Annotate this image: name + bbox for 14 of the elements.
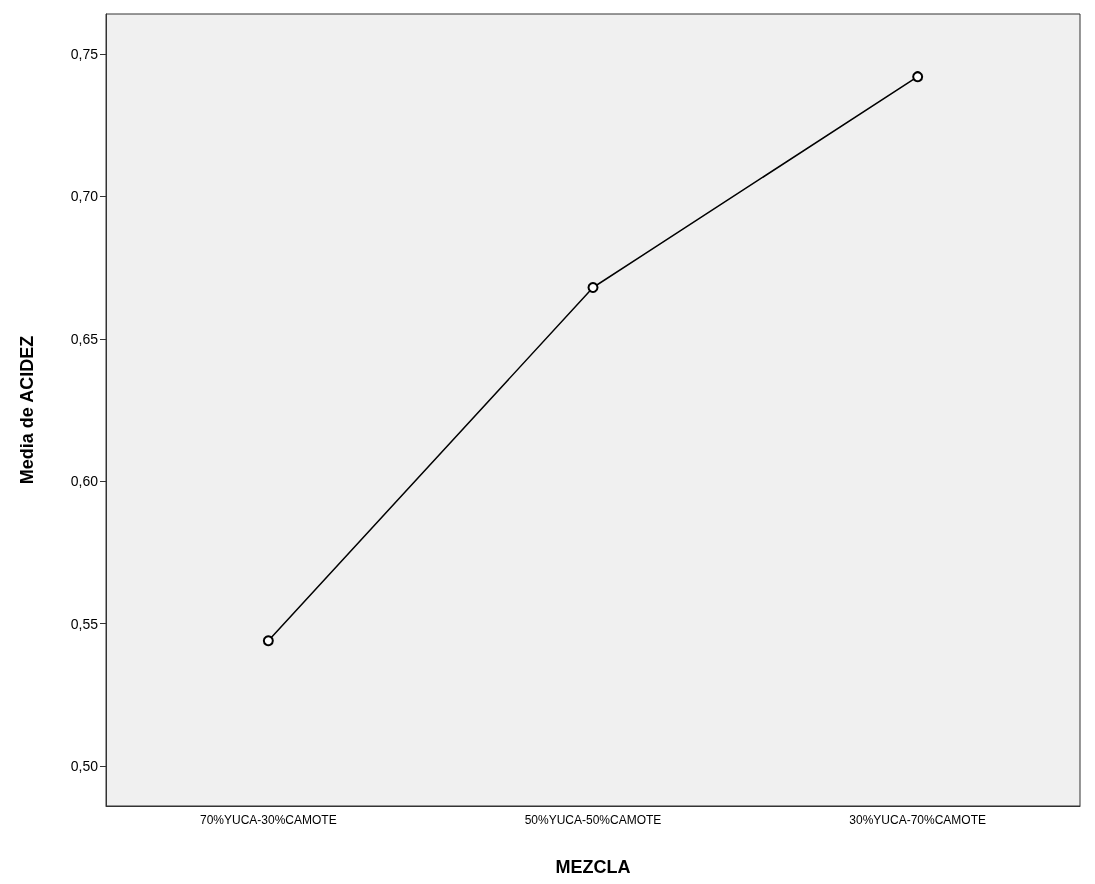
y-tick-label: 0,50 bbox=[70, 758, 99, 775]
y-tick-label: 0,75 bbox=[70, 45, 99, 62]
y-tick-label: 0,55 bbox=[70, 615, 99, 632]
y-tick-label: 0,65 bbox=[70, 330, 99, 347]
y-axis-title: Media de ACIDEZ bbox=[17, 335, 37, 485]
x-axis-title: MEZCLA bbox=[555, 857, 631, 877]
point bbox=[262, 635, 274, 647]
x-tick-label: 70%YUCA-30%CAMOTE bbox=[199, 813, 337, 827]
y-tick-label: 0,70 bbox=[70, 188, 99, 205]
point bbox=[587, 282, 599, 293]
point bbox=[912, 71, 924, 83]
x-tick-label: 50%YUCA-50%CAMOTE bbox=[524, 813, 662, 827]
x-tick-label: 30%YUCA-70%CAMOTE bbox=[849, 813, 987, 827]
y-tick-label: 0,60 bbox=[70, 473, 99, 490]
